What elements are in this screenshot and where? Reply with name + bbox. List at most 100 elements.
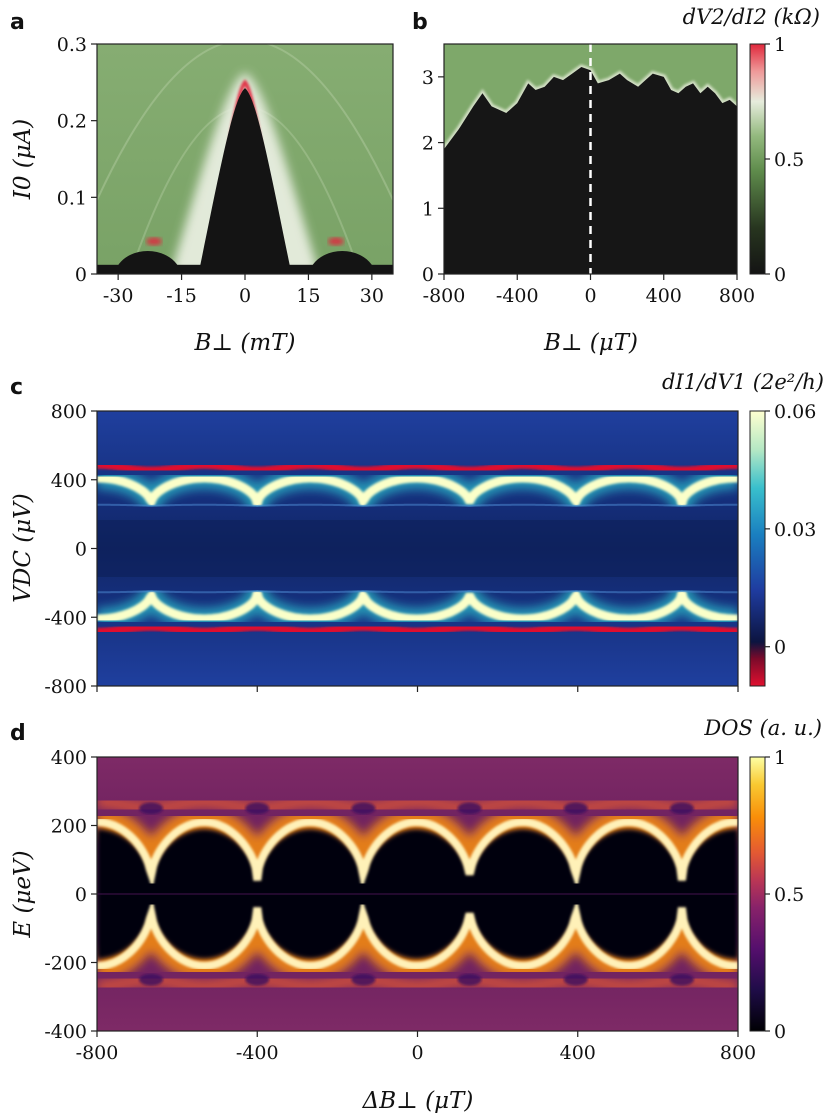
y-tick-label: 1 <box>422 198 434 220</box>
dark-spot <box>139 973 164 986</box>
panel-a-central-lobe <box>198 88 292 274</box>
panel-c-ticks: -800 -400 0 400 800 <box>44 401 739 698</box>
panel-c-colorbar-title: dI1/dV1 (2e²/h) <box>662 370 824 394</box>
panel-a-side-lobe-left-red <box>146 237 163 246</box>
y-tick-label: 0.1 <box>57 187 87 209</box>
x-tick-label: -30 <box>103 285 134 307</box>
panel-a-side-lobe-right-red <box>327 237 344 246</box>
x-tick-label: -800 <box>423 285 466 307</box>
panel-d-outer-band-top <box>97 794 738 816</box>
panel-b-ticks: -800 -400 0 400 800 0 1 2 3 <box>422 67 755 307</box>
y-tick-label: 3 <box>422 67 434 89</box>
panel-a-arc-outer <box>97 44 393 201</box>
x-tick-label: 400 <box>646 285 682 307</box>
dark-spot <box>457 973 482 986</box>
panel-a-baseline <box>97 264 393 274</box>
panel-a-heatmap <box>97 44 393 274</box>
panel-a-xlabel: B⊥ (mT) <box>194 330 296 356</box>
x-tick-label: 800 <box>720 1042 756 1064</box>
panel-a-letter: a <box>10 10 25 35</box>
x-tick-label: 15 <box>296 285 320 307</box>
panel-c-red-band-top <box>97 461 738 474</box>
y-tick-label: 800 <box>51 401 87 423</box>
x-tick-label: 0 <box>584 285 596 307</box>
dark-spot <box>669 973 694 986</box>
y-tick-label: -400 <box>44 607 87 629</box>
dark-spot <box>669 802 694 815</box>
x-tick-label: 800 <box>719 285 755 307</box>
y-tick-label: 400 <box>51 747 87 769</box>
panel-c-heatmap <box>97 411 738 686</box>
colorbar-tick-label: 0.5 <box>774 884 804 906</box>
colorbar-tick-label: 1 <box>774 747 786 769</box>
dark-spot <box>457 802 482 815</box>
y-tick-label: 0 <box>422 264 434 286</box>
panel-b-xlabel: B⊥ (μT) <box>543 330 638 356</box>
y-tick-label: -800 <box>44 676 87 698</box>
colorbar-tick-label: 0 <box>774 264 786 286</box>
panel-d-gap-edge-bottom <box>97 898 738 970</box>
panel-b-colorbar <box>749 43 766 275</box>
panel-d-gap-edge-top <box>97 818 738 890</box>
panel-c-gap-edge-bottom <box>97 576 738 624</box>
panel-b-letter: b <box>412 10 428 35</box>
colorbar-tick-label: 0.03 <box>774 519 816 541</box>
y-tick-label: 2 <box>422 133 434 155</box>
dark-spot <box>351 973 376 986</box>
y-tick-label: 0.3 <box>57 34 87 56</box>
panel-c-gap-edge-top <box>97 473 738 521</box>
dark-spot <box>563 802 588 815</box>
panel-d-colorbar <box>749 756 766 1032</box>
colorbar-tick-label: 0.06 <box>774 401 816 423</box>
dark-spot <box>351 802 376 815</box>
panel-c-colorbar <box>749 410 766 687</box>
panel-b-colorbar-ticks: 00.51 <box>765 34 804 286</box>
x-tick-label: 0 <box>239 285 251 307</box>
colorbar-tick-label: 0 <box>774 637 786 659</box>
dark-spot <box>245 802 270 815</box>
x-tick-label: -400 <box>496 285 539 307</box>
panel-d-dark-spots <box>139 802 694 986</box>
x-tick-label: 400 <box>560 1042 596 1064</box>
colorbar-tick-label: 0 <box>774 1021 786 1043</box>
y-tick-label: -400 <box>44 1021 87 1043</box>
panel-d-outer-band-bottom <box>97 972 738 994</box>
panel-c-ylabel: VDC (μV) <box>10 493 36 602</box>
x-tick-label: 0 <box>411 1042 423 1064</box>
panel-b-heatmap <box>444 44 737 274</box>
panel-c-inner-arcs-top <box>97 503 738 508</box>
x-tick-label: -15 <box>166 285 197 307</box>
panel-c-red-band-bottom <box>97 622 738 636</box>
panel-d-xlabel: ΔB⊥ (μT) <box>362 1088 474 1114</box>
y-tick-label: 200 <box>51 816 87 838</box>
panel-a: a -30 -15 0 15 30 0 0.1 0.2 0.3 B⊥ (mT) I0 (μA) <box>10 10 394 356</box>
panel-c-colorbar-ticks: 0 0.03 0.06 <box>765 401 816 659</box>
panel-d-heatmap <box>97 757 738 1031</box>
colorbar-tick-label: 1 <box>774 34 786 56</box>
panel-c: c -800 -400 0 400 800 VDC (μV) 0 0.03 0.06 dI1… <box>10 370 824 698</box>
panel-a-ticks: -30 -15 0 15 30 0 0.1 0.2 0.3 <box>57 34 384 307</box>
panel-c-gap-dark <box>97 520 738 577</box>
y-tick-label: 0 <box>75 884 87 906</box>
dark-spot <box>563 973 588 986</box>
panel-d-colorbar-ticks: 00.51 <box>765 747 804 1043</box>
y-tick-label: 0.2 <box>57 111 87 133</box>
y-tick-label: -200 <box>44 953 87 975</box>
x-tick-label: 30 <box>360 285 384 307</box>
panel-b-colorbar-title: dV2/dI2 (kΩ) <box>683 5 820 29</box>
y-tick-label: 0 <box>75 264 87 286</box>
x-tick-label: -400 <box>236 1042 279 1064</box>
dark-spot <box>245 973 270 986</box>
dark-spot <box>139 802 164 815</box>
panel-c-letter: c <box>10 375 23 400</box>
panel-d-colorbar-title: DOS (a. u.) <box>703 716 822 740</box>
panel-d-ylabel: E (μeV) <box>10 850 36 938</box>
panel-d-letter: d <box>10 721 26 746</box>
x-tick-label: -800 <box>76 1042 119 1064</box>
colorbar-tick-label: 0.5 <box>774 149 804 171</box>
y-tick-label: 400 <box>51 470 87 492</box>
panel-a-ylabel: I0 (μA) <box>10 119 36 201</box>
